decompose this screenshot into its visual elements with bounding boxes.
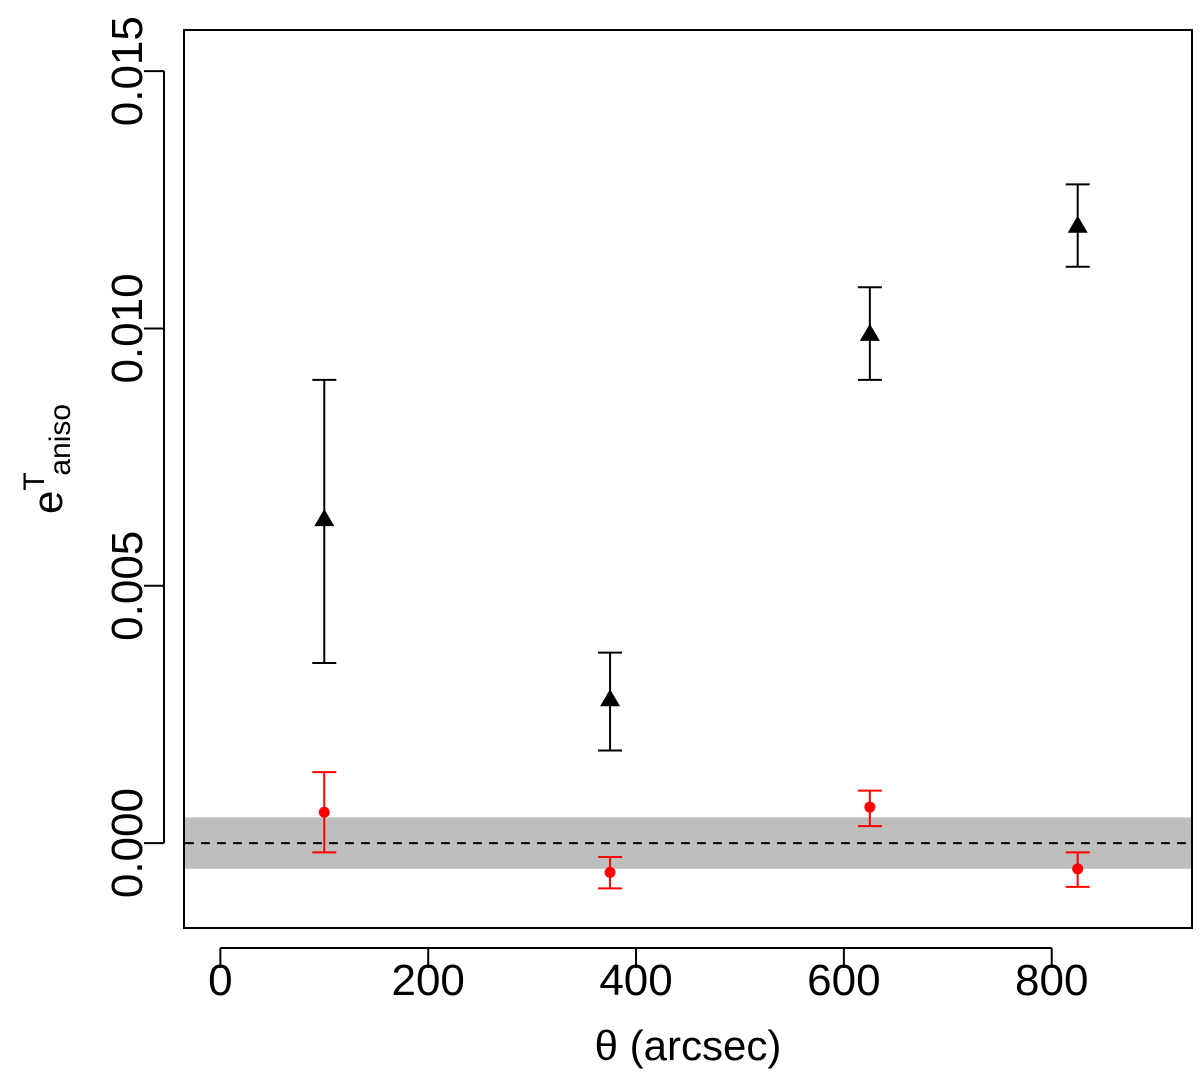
y-axis-title-base: e <box>24 491 71 514</box>
x-tick-label: 800 <box>1015 956 1088 1005</box>
data-point-triangle <box>314 508 335 527</box>
data-point-circle <box>318 806 330 818</box>
series-triangles <box>312 183 1090 752</box>
series-circles <box>312 771 1090 890</box>
data-point-triangle <box>600 689 621 707</box>
y-tick-label: 0.005 <box>103 531 152 641</box>
plot-frame <box>183 29 1193 929</box>
y-tick-label: 0.010 <box>103 273 152 383</box>
data-point-circle <box>604 866 616 878</box>
data-point-triangle <box>859 323 880 341</box>
y-tick-label: 0.000 <box>103 788 152 898</box>
y-axis-title-subscript: aniso <box>44 404 77 476</box>
x-tick-label: 400 <box>599 956 672 1005</box>
y-axis-title: eTaniso <box>18 404 77 514</box>
x-tick-label: 200 <box>391 956 464 1005</box>
data-point-circle <box>1072 863 1084 875</box>
x-tick-label: 0 <box>208 956 232 1005</box>
x-axis-title: θ (arcsec) <box>595 1022 782 1069</box>
data-point-circle <box>864 801 876 813</box>
data-point-triangle <box>1067 215 1088 233</box>
y-axis-title-superscript: T <box>18 473 51 491</box>
x-tick-label: 600 <box>807 956 880 1005</box>
y-tick-label: 0.015 <box>103 16 152 126</box>
